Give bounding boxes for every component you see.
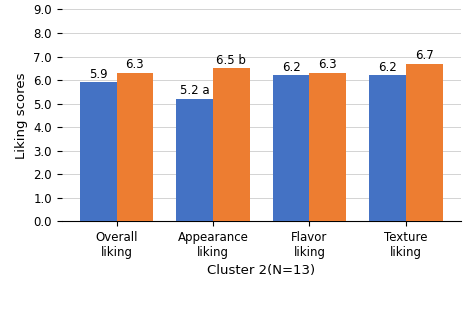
Bar	[273, 75, 310, 221]
Bar	[213, 68, 250, 221]
Bar	[80, 82, 116, 221]
Text: 6.5 b: 6.5 b	[217, 54, 246, 67]
Text: 6.3: 6.3	[125, 58, 144, 71]
Bar	[369, 75, 406, 221]
Text: 5.9: 5.9	[89, 68, 107, 81]
Y-axis label: Liking scores: Liking scores	[15, 72, 28, 159]
Text: 6.3: 6.3	[319, 58, 337, 71]
Text: 5.2 a: 5.2 a	[180, 84, 209, 97]
Bar	[176, 99, 213, 221]
Bar	[116, 73, 153, 221]
Text: 6.2: 6.2	[282, 61, 301, 74]
X-axis label: Cluster 2(N=13): Cluster 2(N=13)	[207, 264, 315, 277]
Text: 6.7: 6.7	[415, 49, 434, 62]
Bar	[406, 64, 443, 221]
Text: 6.2: 6.2	[378, 61, 397, 74]
Bar	[310, 73, 346, 221]
